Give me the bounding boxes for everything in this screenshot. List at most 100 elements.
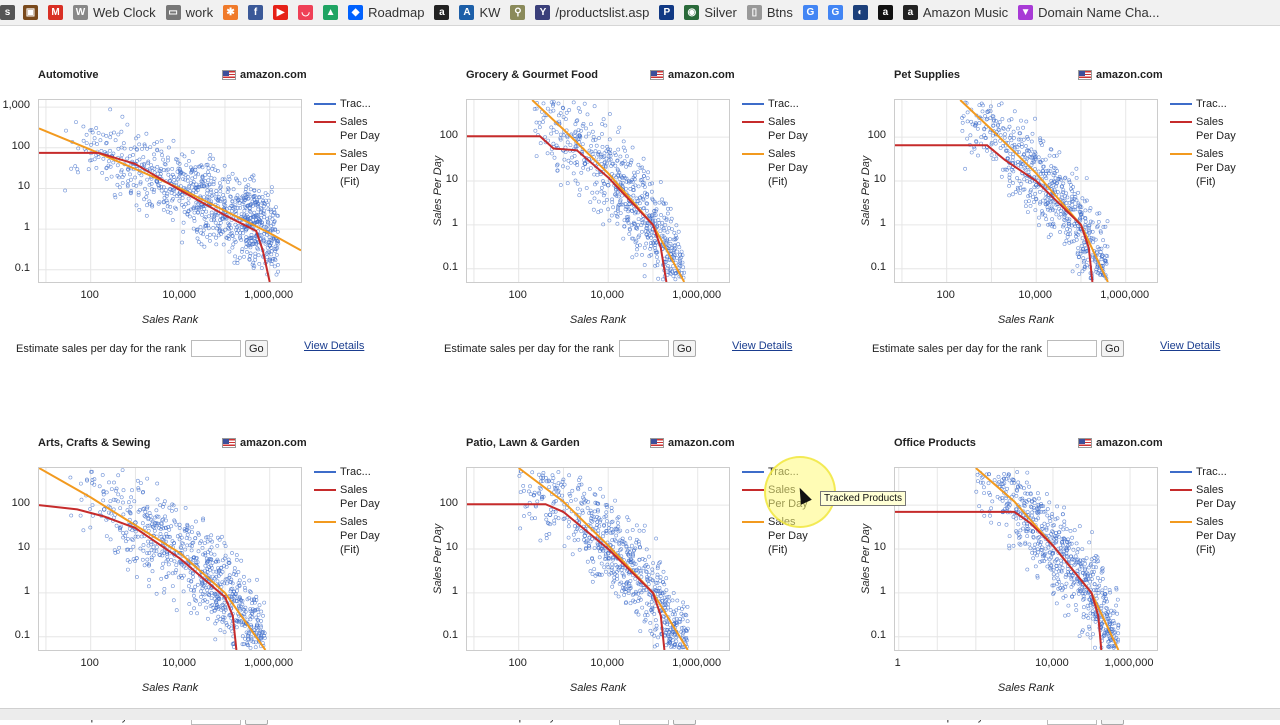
tracked-product-point — [194, 190, 199, 194]
legend-item-fit[interactable]: Sales Per Day (Fit) — [314, 515, 384, 557]
tracked-product-point — [170, 218, 175, 222]
tracked-product-point — [243, 636, 247, 641]
view-details-link[interactable]: View Details — [732, 340, 793, 352]
go-button[interactable]: Go — [244, 340, 268, 357]
bookmark-item[interactable]: s — [0, 2, 18, 24]
tracked-product-point — [218, 220, 223, 225]
tracked-product-point — [1046, 207, 1050, 212]
bookmark-item[interactable]: ▯ Btns — [742, 2, 798, 24]
tracked-product-point — [604, 529, 609, 533]
tracked-product-point — [1019, 118, 1023, 123]
tracked-product-point — [1022, 504, 1027, 508]
bookmark-item[interactable]: ◉ Silver — [679, 2, 742, 24]
bookmark-item[interactable]: P — [654, 2, 679, 24]
tracked-product-point — [646, 573, 651, 577]
rank-input[interactable] — [1046, 340, 1097, 357]
rank-input[interactable] — [618, 340, 669, 357]
chart-plot-area[interactable] — [38, 467, 302, 651]
legend-item-sales-per-day[interactable]: Sales Per Day — [1170, 483, 1240, 511]
legend-item-sales-per-day[interactable]: Sales Per Day — [314, 115, 384, 143]
legend-item-sales-per-day[interactable]: Sales Per Day — [742, 115, 812, 143]
bookmark-item[interactable]: G — [823, 2, 848, 24]
tracked-product-point — [161, 157, 166, 162]
chart-plot-area[interactable] — [466, 99, 730, 283]
tracked-product-point — [242, 177, 247, 182]
go-button[interactable]: Go — [1100, 340, 1124, 357]
bookmark-item[interactable]: Y/productslist.asp — [530, 2, 654, 24]
tracked-product-point — [189, 579, 194, 583]
x-tick-label: 1,000,000 — [1100, 289, 1150, 301]
tracked-product-point — [1031, 200, 1036, 205]
tracked-product-point — [992, 478, 997, 483]
tracked-product-point — [128, 504, 133, 509]
legend-item-tracked[interactable]: Trac... — [742, 97, 812, 111]
tracked-product-point — [626, 220, 631, 225]
tracked-product-point — [592, 546, 597, 551]
bookmark-item[interactable]: f — [243, 2, 268, 24]
legend-item-fit[interactable]: Sales Per Day (Fit) — [742, 147, 812, 189]
bookmark-item[interactable]: a — [873, 2, 898, 24]
bookmark-item[interactable]: A KW — [454, 2, 505, 24]
tracked-product-point — [1082, 199, 1087, 204]
tracked-product-point — [1101, 225, 1106, 229]
tracked-product-point — [119, 524, 124, 529]
tracked-product-point — [610, 197, 615, 202]
tracked-product-point — [234, 231, 239, 236]
view-details-link[interactable]: View Details — [304, 340, 365, 352]
bookmark-item[interactable]: G — [798, 2, 823, 24]
bookmark-item[interactable]: M — [43, 2, 68, 24]
y-tick-label: 100 — [439, 497, 458, 510]
chart-plot-area[interactable] — [894, 99, 1158, 283]
tracked-product-point — [1116, 622, 1121, 627]
tracked-product-point — [645, 226, 650, 230]
tracked-product-point — [145, 506, 149, 511]
tracked-product-point — [1038, 159, 1043, 164]
bookmark-item[interactable]: ⚲ — [505, 2, 530, 24]
bookmark-item[interactable]: ✱ — [218, 2, 243, 24]
tracked-product-point — [1063, 613, 1068, 618]
tracked-product-point — [974, 139, 979, 144]
legend-item-tracked[interactable]: Trac... — [1170, 97, 1240, 111]
bookmark-item[interactable]: ▣ — [18, 2, 43, 24]
tracked-product-point — [151, 553, 156, 558]
legend-item-sales-per-day[interactable]: Sales Per Day — [1170, 115, 1240, 143]
tracked-product-point — [236, 605, 241, 610]
bookmark-label: Roadmap — [368, 5, 425, 20]
tracked-product-point — [104, 177, 109, 181]
tracked-product-point — [575, 525, 580, 530]
legend-item-fit[interactable]: Sales Per Day (Fit) — [1170, 147, 1240, 189]
bookmark-item[interactable]: ◡ — [293, 2, 318, 24]
bookmark-item[interactable]: ▶ — [268, 2, 293, 24]
tracked-product-point — [652, 644, 657, 649]
bookmark-item[interactable]: a — [429, 2, 454, 24]
bookmark-item[interactable]: ▭ work — [161, 2, 218, 24]
tracked-product-point — [143, 510, 148, 514]
bookmark-item[interactable]: ◆ Roadmap — [343, 2, 429, 24]
go-button[interactable]: Go — [672, 340, 696, 357]
tracked-product-point — [104, 534, 109, 539]
tracked-product-point — [249, 174, 254, 179]
tracked-product-point — [170, 584, 175, 589]
legend-item-tracked[interactable]: Trac... — [314, 97, 384, 111]
bookmark-item[interactable]: W Web Clock — [68, 2, 161, 24]
view-details-link[interactable]: View Details — [1160, 340, 1221, 352]
legend-item-tracked[interactable]: Trac... — [1170, 465, 1240, 479]
bookmark-item[interactable]: ▲ — [318, 2, 343, 24]
legend-item-sales-per-day[interactable]: Sales Per Day — [314, 483, 384, 511]
tracked-product-point — [1058, 230, 1062, 234]
bookmark-item[interactable]: ▼ Domain Name Cha... — [1013, 2, 1164, 24]
tracked-product-point — [641, 588, 646, 593]
chart-plot-area[interactable] — [466, 467, 730, 651]
horizontal-scrollbar[interactable] — [0, 708, 1280, 720]
legend-item-fit[interactable]: Sales Per Day (Fit) — [314, 147, 384, 189]
legend-item-fit[interactable]: Sales Per Day (Fit) — [1170, 515, 1240, 557]
tracked-product-point — [101, 156, 106, 161]
chart-plot-area[interactable] — [894, 467, 1158, 651]
chart-plot-area[interactable] — [38, 99, 302, 283]
tracked-product-point — [661, 580, 666, 585]
tracked-product-point — [614, 188, 618, 192]
bookmark-item[interactable]: a Amazon Music — [898, 2, 1013, 24]
legend-item-tracked[interactable]: Trac... — [314, 465, 384, 479]
bookmark-item[interactable]: ◐ — [848, 2, 873, 24]
rank-input[interactable] — [190, 340, 241, 357]
